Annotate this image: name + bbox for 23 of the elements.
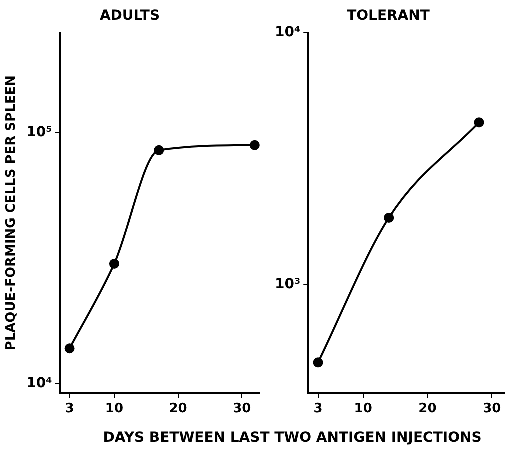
x-tick-label: 3 bbox=[65, 402, 74, 417]
point bbox=[154, 145, 164, 156]
x-tick-label: 30 bbox=[483, 402, 502, 417]
point bbox=[313, 358, 324, 368]
y-axis-title: PLAQUE-FORMING CELLS PER SPLEEN bbox=[4, 76, 20, 351]
point bbox=[64, 344, 75, 354]
point bbox=[474, 118, 484, 128]
x-tick-label: 3 bbox=[314, 402, 323, 417]
chart-title: ADULTS bbox=[100, 8, 160, 24]
y-tick-label: 10³ bbox=[274, 276, 301, 292]
y-tick-label: 10⁴ bbox=[274, 24, 301, 40]
point bbox=[384, 212, 394, 223]
x-tick-label: 10 bbox=[105, 402, 124, 417]
point bbox=[250, 140, 260, 150]
x-tick-label: 30 bbox=[233, 402, 252, 417]
chart-title: TOLERANT bbox=[347, 8, 430, 24]
y-tick-label: 10⁴ bbox=[26, 375, 52, 392]
point bbox=[109, 258, 120, 269]
x-tick-label: 10 bbox=[354, 402, 372, 417]
x-tick-label: 20 bbox=[418, 402, 437, 417]
x-tick-label: 20 bbox=[169, 402, 188, 417]
y-tick-label: 10⁵ bbox=[26, 124, 52, 140]
x-axis-title: DAYS BETWEEN LAST TWO ANTIGEN INJECTIONS bbox=[102, 430, 483, 446]
